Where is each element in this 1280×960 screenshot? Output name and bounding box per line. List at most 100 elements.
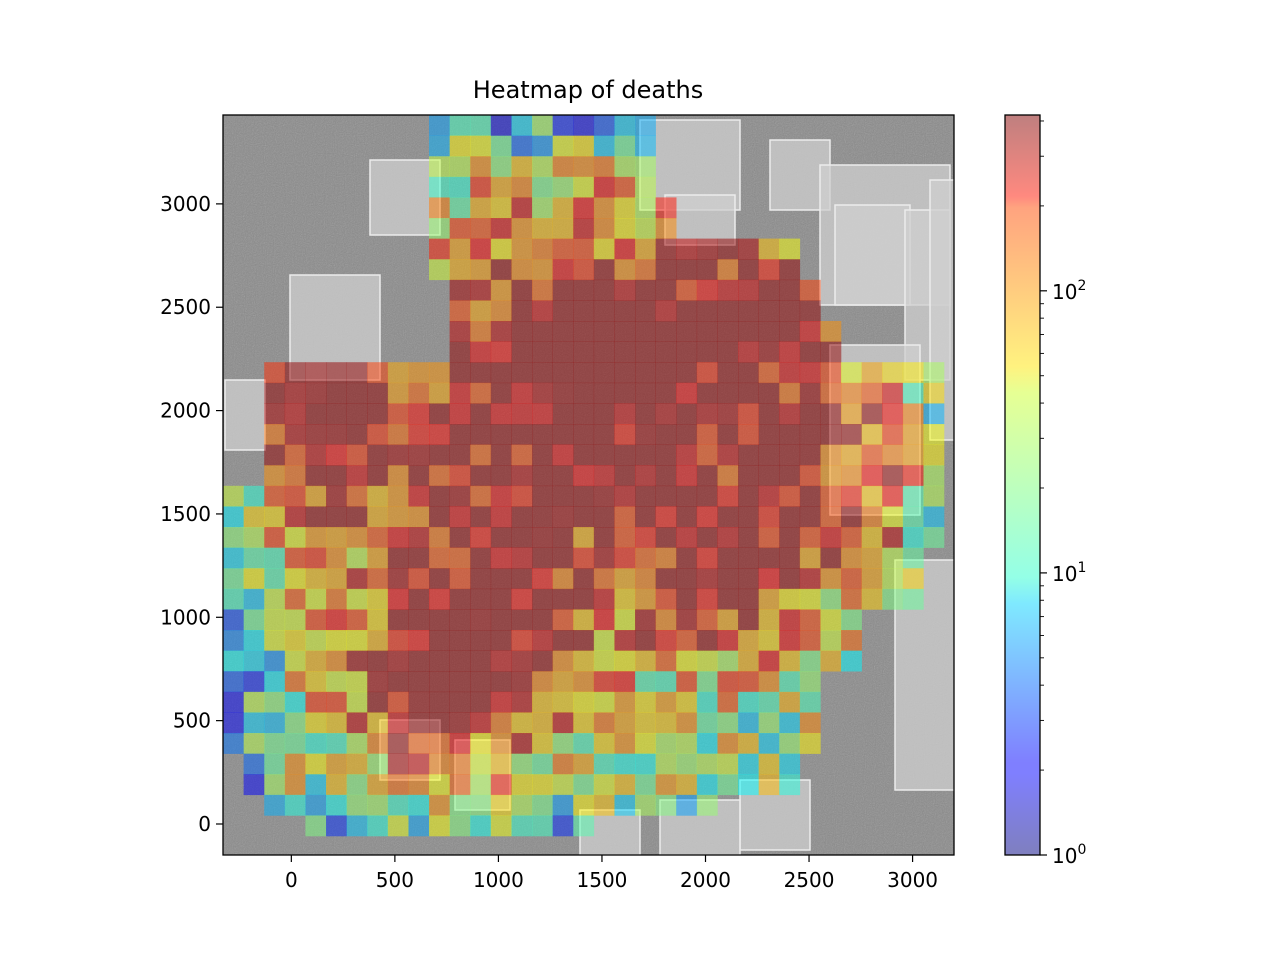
heatmap-cell xyxy=(511,588,533,610)
heatmap-cell xyxy=(902,424,924,445)
heatmap-cell xyxy=(511,691,533,713)
heatmap-cell xyxy=(470,156,492,178)
heatmap-cell xyxy=(614,341,636,363)
heatmap-cell xyxy=(490,279,512,301)
heatmap-cell xyxy=(264,362,286,384)
y-tick-label: 2500 xyxy=(160,295,211,319)
heatmap-cell xyxy=(635,465,656,487)
heatmap-cell xyxy=(655,485,677,507)
heatmap-cell xyxy=(635,527,656,548)
heatmap-cell xyxy=(655,362,677,384)
y-tick-label: 2000 xyxy=(160,399,211,423)
heatmap-cell xyxy=(470,197,492,219)
heatmap-cell xyxy=(429,115,450,136)
heatmap-cell xyxy=(635,259,656,281)
heatmap-cell xyxy=(305,691,327,713)
heatmap-cell xyxy=(532,547,553,569)
heatmap-cell xyxy=(696,341,718,363)
heatmap-cell xyxy=(676,300,698,322)
heatmap-cell xyxy=(676,506,698,528)
heatmap-cell xyxy=(882,527,904,548)
heatmap-cell xyxy=(779,362,801,384)
heatmap-cell xyxy=(614,115,636,136)
heatmap-cell xyxy=(470,609,492,631)
heatmap-cell xyxy=(758,485,780,507)
heatmap-cell xyxy=(593,774,615,796)
heatmap-cell xyxy=(284,444,306,466)
heatmap-cell xyxy=(284,712,306,734)
heatmap-cell xyxy=(429,362,450,384)
heatmap-cell xyxy=(758,588,780,610)
heatmap-cell xyxy=(532,424,553,445)
heatmap-cell xyxy=(470,733,492,754)
heatmap-cell xyxy=(243,568,265,590)
heatmap-cell xyxy=(717,506,739,528)
heatmap-cell xyxy=(449,259,471,281)
heatmap-cell xyxy=(326,444,347,466)
heatmap-cell xyxy=(635,403,656,425)
heatmap-cell xyxy=(717,403,739,425)
heatmap-cell xyxy=(305,506,327,528)
heatmap-cell xyxy=(387,465,409,487)
heatmap-cell xyxy=(223,527,244,548)
heatmap-cell xyxy=(593,279,615,301)
heatmap-cell xyxy=(429,465,450,487)
heatmap-cell xyxy=(799,465,821,487)
heatmap-cell xyxy=(676,259,698,281)
colorbar-gradient xyxy=(1005,115,1040,855)
heatmap-cell xyxy=(367,691,389,713)
heatmap-cell xyxy=(243,485,265,507)
heatmap-cell xyxy=(408,733,430,754)
heatmap-cell xyxy=(593,424,615,445)
heatmap-cell xyxy=(305,609,327,631)
heatmap-cell xyxy=(223,588,244,610)
heatmap-cell xyxy=(243,527,265,548)
heatmap-cell xyxy=(902,403,924,425)
heatmap-cell xyxy=(490,650,512,672)
heatmap-cell xyxy=(635,176,656,198)
heatmap-cell xyxy=(490,588,512,610)
heatmap-cell xyxy=(326,588,347,610)
heatmap-cell xyxy=(552,300,574,322)
heatmap-cell xyxy=(758,321,780,342)
heatmap-cell xyxy=(470,444,492,466)
heatmap-cell xyxy=(346,650,368,672)
heatmap-cell xyxy=(676,691,698,713)
heatmap-cell xyxy=(449,444,471,466)
heatmap-cell xyxy=(552,733,574,754)
heatmap-cell xyxy=(593,321,615,342)
heatmap-cell xyxy=(367,424,389,445)
heatmap-cell xyxy=(449,300,471,322)
heatmap-cell xyxy=(490,671,512,693)
heatmap-cell xyxy=(717,650,739,672)
heatmap-cell xyxy=(470,527,492,548)
heatmap-cell xyxy=(511,485,533,507)
heatmap-cell xyxy=(799,506,821,528)
heatmap-cell xyxy=(573,424,595,445)
heatmap-cell xyxy=(738,568,759,590)
heatmap-cell xyxy=(614,156,636,178)
heatmap-cell xyxy=(614,382,636,404)
heatmap-cell xyxy=(573,321,595,342)
heatmap-cell xyxy=(552,588,574,610)
heatmap-cell xyxy=(655,753,677,775)
heatmap-cell xyxy=(902,568,924,590)
heatmap-cell xyxy=(449,547,471,569)
heatmap-cell xyxy=(470,691,492,713)
heatmap-cell xyxy=(532,774,553,796)
heatmap-cell xyxy=(676,774,698,796)
heatmap-cell xyxy=(264,424,286,445)
heatmap-cell xyxy=(655,197,677,219)
heatmap-cell xyxy=(552,341,574,363)
heatmap-cell xyxy=(696,650,718,672)
heatmap-cell xyxy=(449,609,471,631)
heatmap-cell xyxy=(861,568,883,590)
heatmap-cell xyxy=(470,115,492,136)
heatmap-cell xyxy=(696,259,718,281)
heatmap-cell xyxy=(243,691,265,713)
heatmap-cell xyxy=(264,712,286,734)
heatmap-cell xyxy=(429,691,450,713)
heatmap-cell xyxy=(490,424,512,445)
heatmap-cell xyxy=(779,300,801,322)
heatmap-cell xyxy=(346,753,368,775)
